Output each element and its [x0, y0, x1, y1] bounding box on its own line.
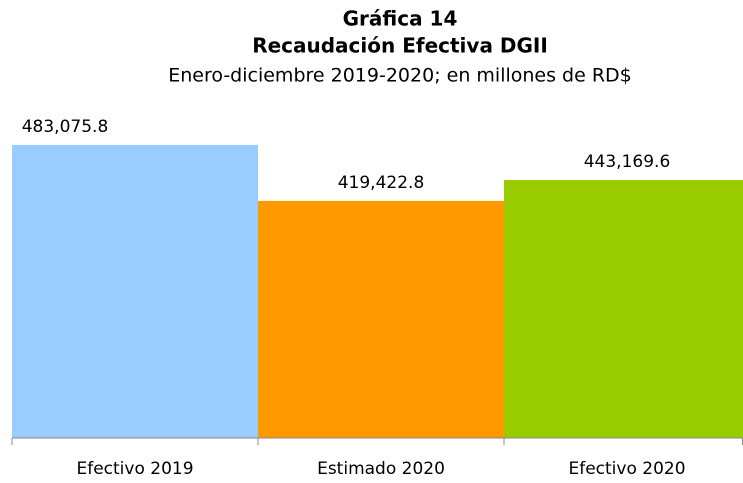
bar: [504, 180, 743, 439]
x-tick-label: Efectivo 2020: [568, 459, 685, 479]
chart-subtitle: Enero-diciembre 2019-2020; en millones d…: [168, 65, 632, 87]
value-label: 443,169.6: [584, 152, 671, 172]
bar: [258, 200, 504, 438]
chart-subtitle: Recaudación Efectiva DGII: [252, 34, 548, 58]
value-label: 419,422.8: [338, 173, 425, 193]
x-tick-label: Efectivo 2019: [76, 459, 193, 479]
value-label: 483,075.8: [22, 117, 109, 137]
x-tick-label: Estimado 2020: [317, 459, 445, 479]
chart-title: Gráfica 14: [343, 7, 458, 31]
bar: [12, 144, 258, 438]
